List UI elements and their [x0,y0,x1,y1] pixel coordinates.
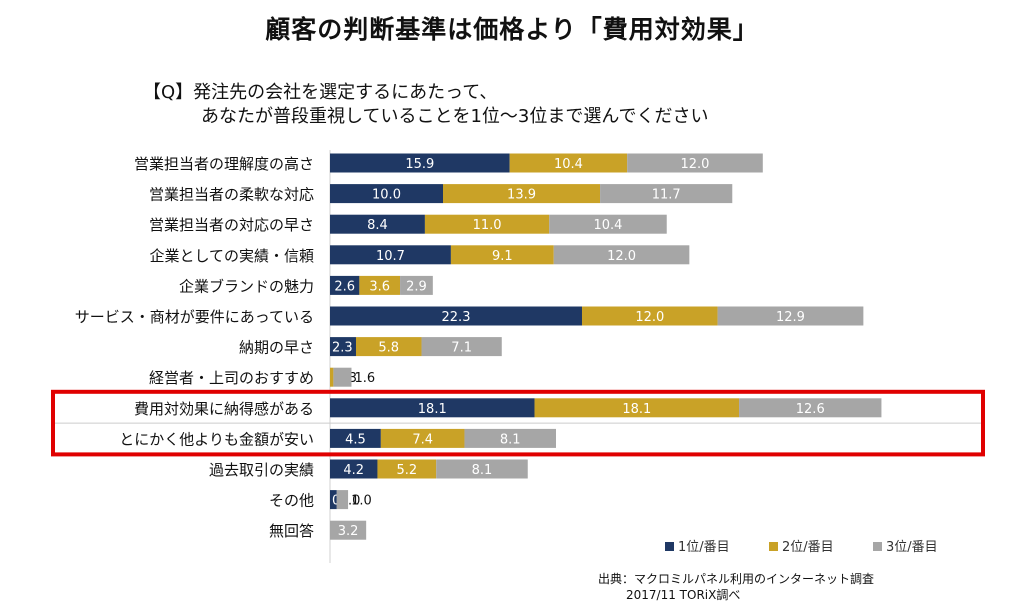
data-label: 12.6 [796,402,825,417]
bar-segment-rank3 [330,520,367,540]
data-label: 3.6 [369,279,390,294]
category-label: 営業担当者の柔軟な対応 [149,186,314,204]
data-label: 12.9 [776,310,805,325]
data-label: 11.7 [652,188,681,203]
data-label: 4.2 [343,463,364,478]
data-label: 18.1 [622,402,651,417]
legend-label: 2位/番目 [782,540,834,555]
legend-swatch [769,542,778,551]
question-line-1: 【Q】発注先の会社を選定するにあたって、 [143,82,498,103]
bar-segment-rank2 [581,306,718,326]
bar-segment-rank2 [380,428,465,448]
bar-segment-rank1 [330,490,337,510]
data-label: 7.1 [451,341,472,356]
bar-segment-rank2 [443,184,601,204]
category-label: その他 [269,492,314,510]
bar-segment-rank2 [534,398,740,418]
category-label: 経営者・上司のおすすめ [149,369,314,387]
data-label: 8.1 [500,432,521,447]
data-label: 9.1 [492,249,513,264]
bar-segment-rank2 [355,337,422,357]
bar-segment-rank3 [717,306,864,326]
data-label: 1.6 [354,371,375,386]
data-label: 10.0 [372,188,401,203]
data-label: 7.4 [412,432,433,447]
bar-segment-rank3 [739,398,882,418]
chart-title: 顧客の判断基準は価格より「費用対効果」 [265,15,759,44]
legend-swatch [873,542,882,551]
bar-segment-rank3 [549,214,667,234]
bar-segment-rank3 [400,275,433,295]
bar-segment-rank3 [436,459,528,479]
category-label: 無回答 [269,522,314,540]
bar-segment-rank3 [553,245,690,265]
data-label: 2.9 [406,279,427,294]
bar-segment-rank1 [330,275,360,295]
bar-segment-rank2 [424,214,550,234]
bar-segment-rank1 [330,214,425,234]
data-label: 15.9 [405,157,434,172]
data-label: 8.1 [472,463,493,478]
category-label: とにかく他よりも金額が安い [119,430,314,448]
data-label: 10.4 [594,218,623,233]
legend-label: 1位/番目 [678,540,730,555]
data-label: 5.2 [396,463,417,478]
data-label: 12.0 [635,310,664,325]
data-label: 3.2 [338,524,359,539]
data-label: 11.0 [473,218,502,233]
bar-segment-rank1 [330,337,356,357]
source-note: 出典：マクロミルパネル利用のインターネット調査 [598,572,875,586]
bar-segment-rank1 [330,459,378,479]
bar-segment-rank2 [330,367,334,387]
data-label: 2.6 [334,279,355,294]
bar-segment-rank2 [509,153,628,173]
bar-segment-rank1 [330,245,451,265]
category-label: 納期の早さ [239,339,314,357]
bar-segment-rank3 [421,337,502,357]
bar-segment-rank3 [600,184,733,204]
bar-segment-rank3 [336,490,349,510]
category-label: 過去取引の実績 [209,461,314,479]
data-label: 22.3 [442,310,471,325]
data-label: 8.4 [367,218,388,233]
category-label: 費用対効果に納得感がある [134,400,314,418]
data-label: 10.7 [376,249,405,264]
bar-segment-rank2 [450,245,554,265]
question-line-2: あなたが普段重視していることを1位～3位まで選んでください [201,106,709,127]
category-label: 営業担当者の理解度の高さ [134,155,314,173]
bar-segment-rank2 [359,275,401,295]
bar-segment-rank3 [464,428,556,448]
data-label: 13.9 [507,188,536,203]
bar-segment-rank1 [330,428,381,448]
category-label: サービス・商材が要件にあっている [75,308,314,326]
category-label: 企業ブランドの魅力 [179,277,314,295]
data-label: 1.0 [351,494,372,509]
bar-segment-rank3 [627,153,763,173]
bar-segment-rank1 [330,153,510,173]
bar-segment-rank1 [330,184,443,204]
data-label: 5.8 [378,341,399,356]
data-label: 12.0 [681,157,710,172]
legend-swatch [665,542,674,551]
bar-segment-rank2 [377,459,437,479]
highlight-box [51,389,985,457]
bar-segment-rank3 [333,367,352,387]
data-label: 10.4 [554,157,583,172]
bar-segment-rank1 [330,306,582,326]
source-date: 2017/11 TORiX調べ [626,588,741,602]
category-label: 営業担当者の対応の早さ [149,216,314,234]
data-label: 18.1 [418,402,447,417]
data-label: 12.0 [607,249,636,264]
bar-segment-rank1 [330,398,535,418]
legend-label: 3位/番目 [886,540,938,555]
data-label: 4.5 [345,432,366,447]
category-label: 企業としての実績・信頼 [149,247,314,265]
data-label: 2.3 [332,341,353,356]
